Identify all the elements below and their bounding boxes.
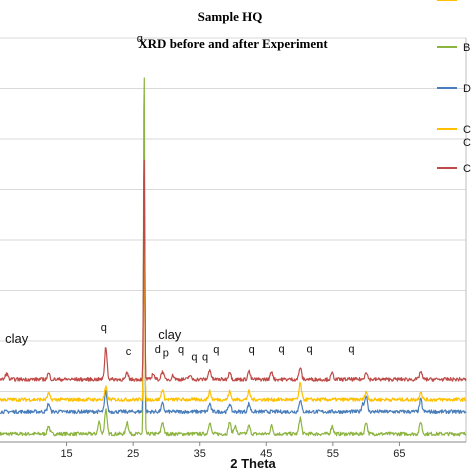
x-tick-label: 65: [393, 448, 405, 460]
peak-annotation: q: [249, 344, 255, 356]
chart-subtitle: XRD before and after Experiment: [138, 36, 328, 51]
peak-annotation: q: [306, 343, 312, 355]
legend-entry: C: [463, 163, 471, 175]
series-line-0: [0, 77, 467, 437]
peak-annotation: q: [178, 344, 184, 356]
peak-annotation: p: [163, 347, 169, 359]
chart-title: Sample HQ: [198, 9, 263, 24]
legend-entry: K: [463, 0, 471, 3]
peak-annotation: c: [126, 346, 132, 358]
x-tick-label: 45: [260, 448, 272, 460]
legend: BDCCKC: [437, 0, 471, 175]
peak-annotation: q: [213, 344, 219, 356]
series-line-3: [0, 159, 467, 382]
peak-annotation: q: [137, 33, 143, 45]
x-tick-label: 35: [194, 448, 206, 460]
x-tick-label: 25: [127, 448, 139, 460]
legend-entry-line2: C: [463, 137, 471, 149]
peak-annotation: clay: [5, 331, 29, 346]
peak-annotation: q: [101, 322, 107, 334]
peak-annotation: q: [191, 351, 197, 363]
legend-entry: C: [463, 124, 471, 136]
peak-annotation: q: [202, 351, 208, 363]
series-line-1: [0, 174, 467, 415]
x-axis-label: 2 Theta: [230, 456, 276, 471]
series-line-2: [0, 238, 467, 402]
x-tick-label: 15: [60, 448, 72, 460]
peak-annotation: q: [348, 343, 354, 355]
legend-entry: D: [463, 83, 471, 95]
peak-annotation: clay: [158, 327, 182, 342]
x-tick-label: 55: [327, 448, 339, 460]
peak-annotation: q: [279, 343, 285, 355]
peak-annotation: d: [155, 344, 161, 356]
legend-entry: B: [463, 42, 470, 54]
